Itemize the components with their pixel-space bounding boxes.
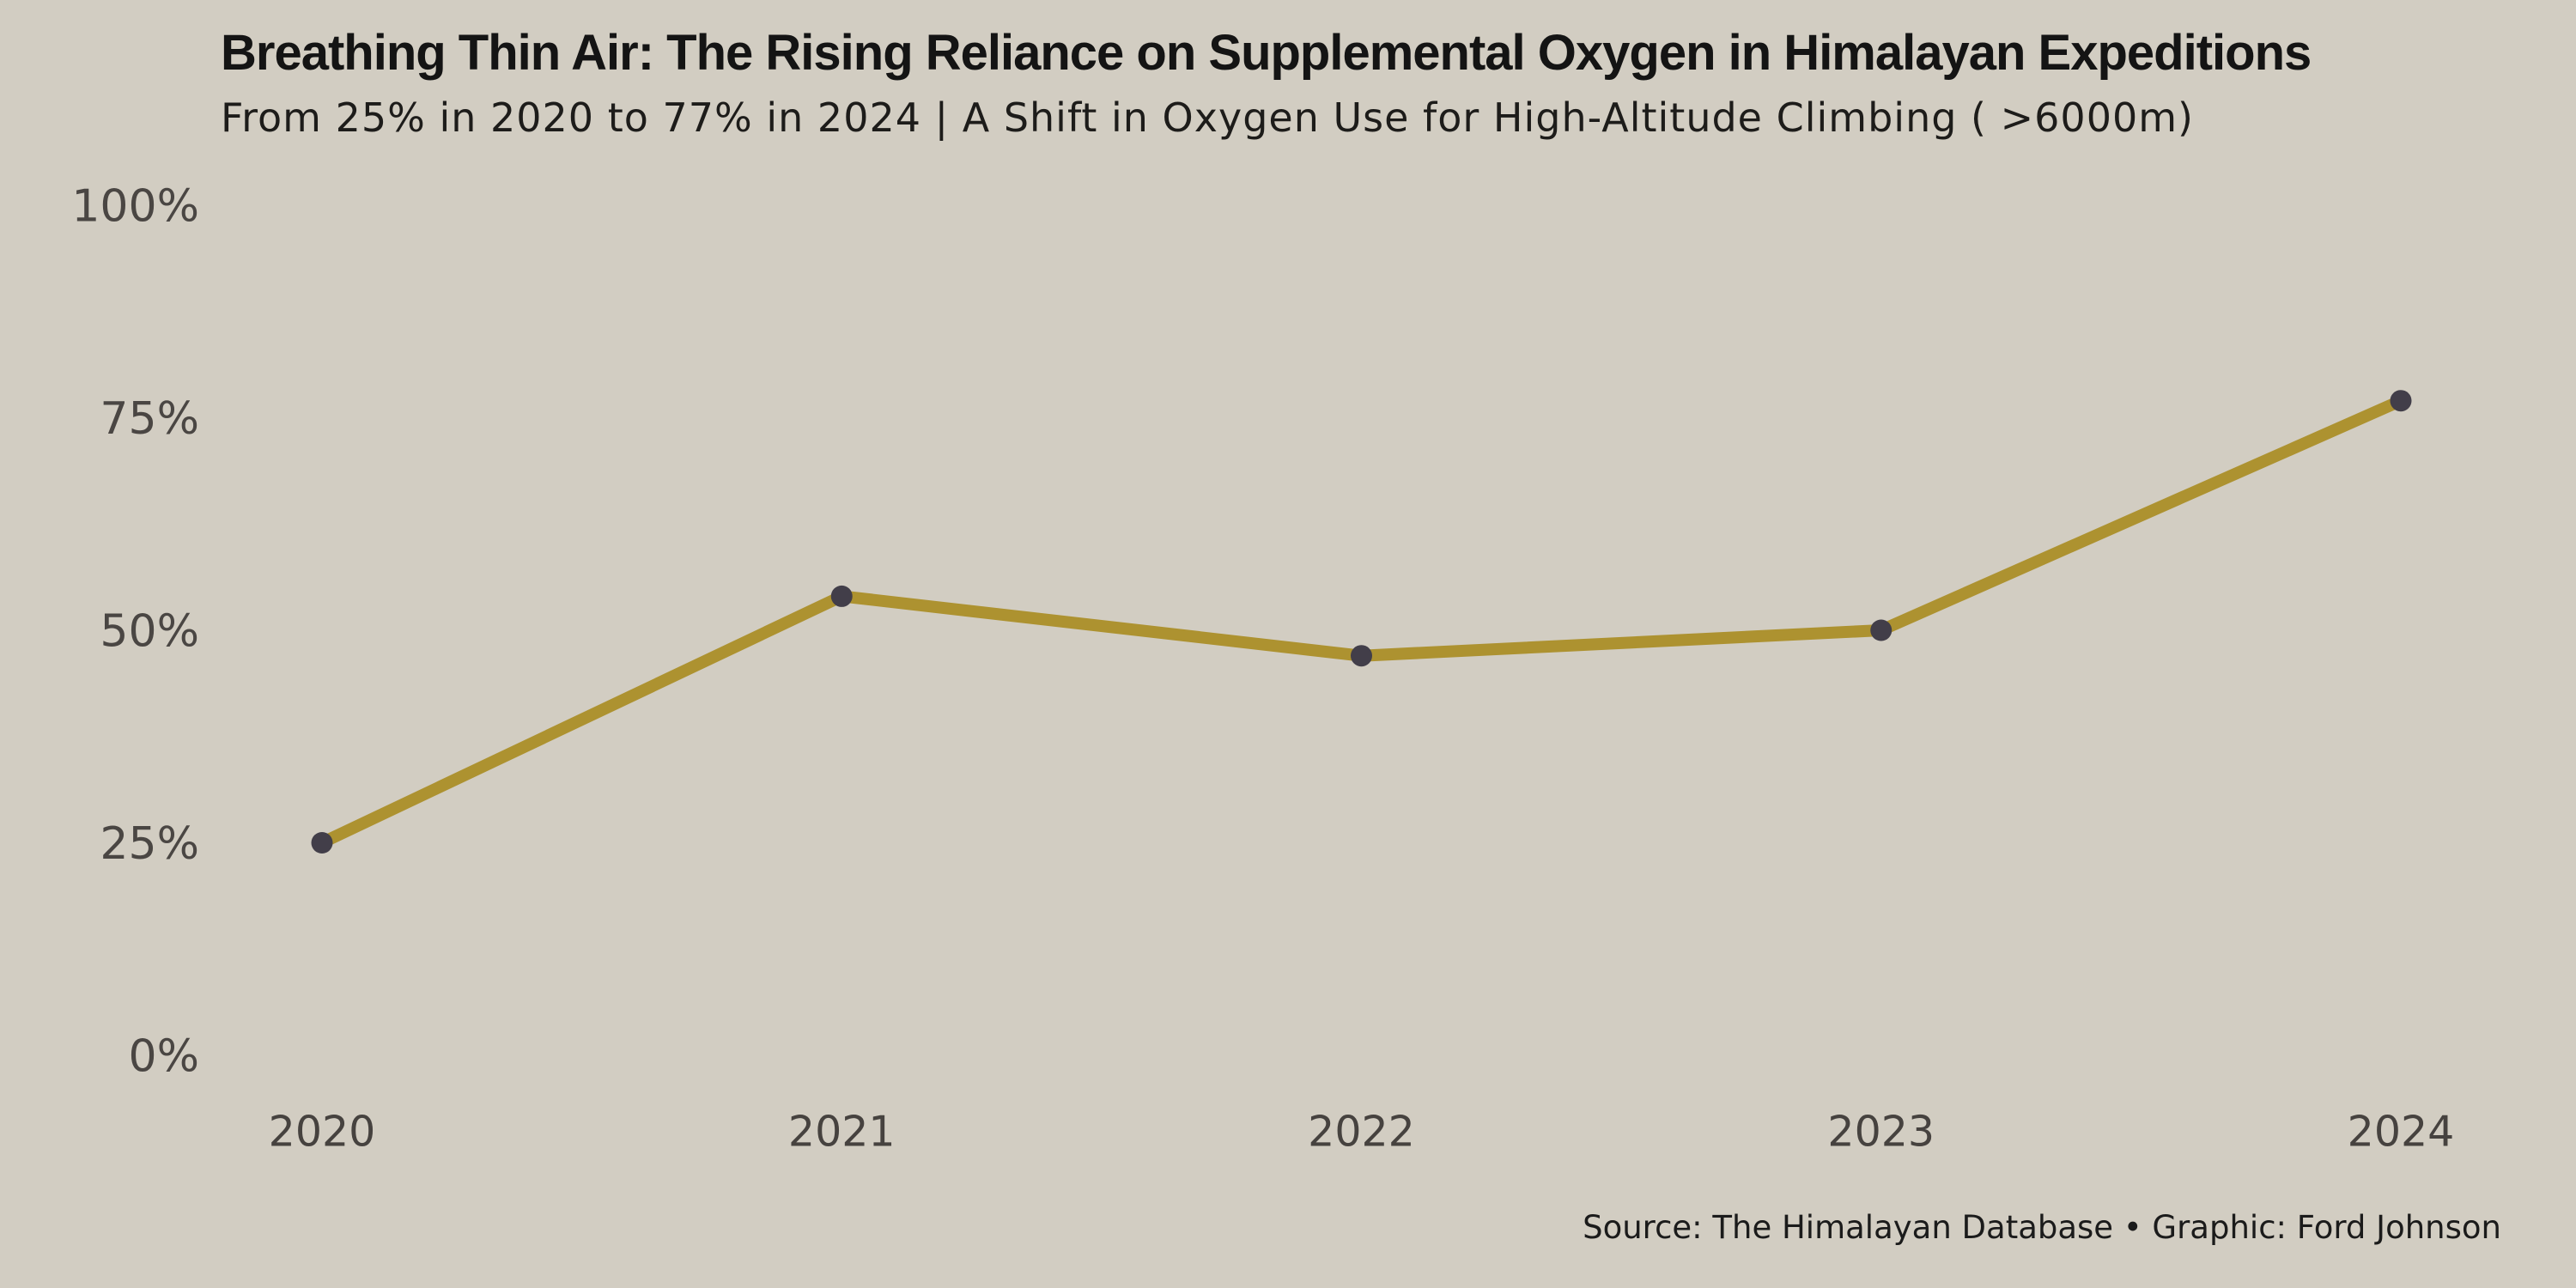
y-axis-tick-label: 75%	[100, 393, 199, 445]
y-axis-tick-label: 25%	[100, 818, 199, 870]
x-axis-tick-label: 2021	[788, 1108, 896, 1157]
data-point-2021	[830, 585, 853, 607]
x-axis-tick-label: 2022	[1308, 1108, 1415, 1157]
data-point-2022	[1351, 645, 1372, 667]
x-axis-tick-label: 2023	[1827, 1108, 1935, 1157]
y-axis-tick-label: 50%	[100, 606, 199, 658]
chart-title: Breathing Thin Air: The Rising Reliance …	[221, 25, 2312, 81]
chart-subtitle: From 25% in 2020 to 77% in 2024 | A Shif…	[221, 94, 2194, 141]
data-line-series	[316, 394, 2407, 849]
data-point-2023	[1870, 619, 1893, 641]
source-credit: Source: The Himalayan Database • Graphic…	[1583, 1209, 2501, 1246]
y-axis-tick-label: 100%	[71, 181, 199, 233]
x-axis-tick-label: 2020	[269, 1108, 376, 1157]
data-point-2024	[2390, 390, 2412, 412]
y-axis-tick-label: 0%	[129, 1031, 200, 1083]
x-axis-tick-label: 2024	[2348, 1108, 2455, 1157]
data-point-2020	[311, 832, 333, 854]
